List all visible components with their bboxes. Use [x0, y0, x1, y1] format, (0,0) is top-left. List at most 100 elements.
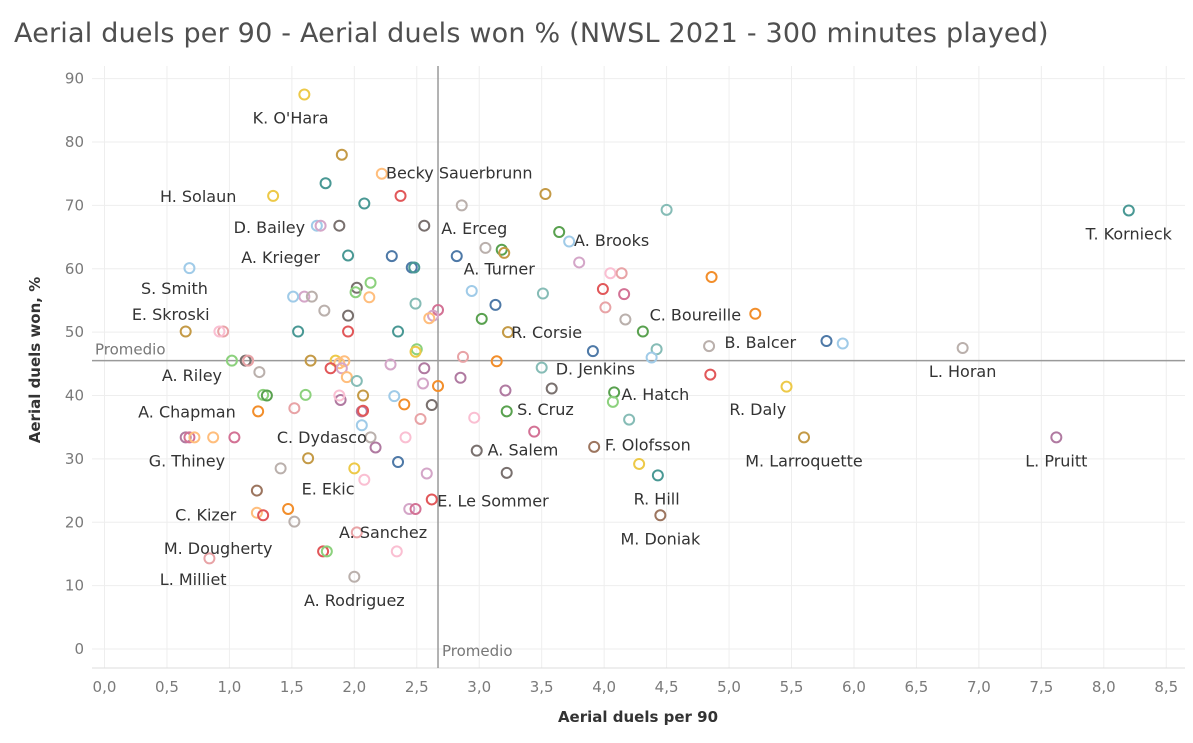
data-point[interactable] [479, 241, 492, 254]
data-point[interactable] [455, 199, 468, 212]
data-point[interactable] [213, 325, 226, 338]
data-point[interactable] [495, 243, 508, 256]
data-point[interactable] [528, 425, 541, 438]
data-point[interactable] [490, 355, 503, 368]
data-point[interactable] [358, 197, 371, 210]
data-point[interactable] [342, 325, 355, 338]
data-point[interactable] [333, 219, 346, 232]
data-point[interactable] [333, 389, 346, 402]
data-point[interactable] [475, 312, 488, 325]
data-point[interactable] [364, 276, 377, 289]
data-point[interactable] [302, 452, 315, 465]
data-point[interactable] [317, 545, 330, 558]
data-point[interactable] [705, 271, 718, 284]
data-point[interactable] [599, 301, 612, 314]
data-point[interactable] [489, 298, 502, 311]
data-point[interactable] [335, 362, 348, 375]
data-point[interactable] [288, 402, 301, 415]
data-point[interactable] [1050, 431, 1063, 444]
data-point[interactable] [314, 219, 327, 232]
data-point[interactable] [357, 404, 370, 417]
data-point[interactable] [292, 325, 305, 338]
data-point[interactable] [179, 431, 192, 444]
data-point[interactable] [432, 380, 445, 393]
data-point[interactable] [398, 398, 411, 411]
data-point[interactable] [320, 545, 333, 558]
data-point[interactable] [287, 290, 300, 303]
data-point[interactable] [1122, 204, 1135, 217]
data-point[interactable] [403, 502, 416, 515]
data-point[interactable] [183, 431, 196, 444]
data-point[interactable] [250, 484, 263, 497]
data-point[interactable] [207, 431, 220, 444]
data-point[interactable] [606, 395, 619, 408]
data-point[interactable] [500, 466, 513, 479]
data-point[interactable] [392, 325, 405, 338]
data-point[interactable] [417, 377, 430, 390]
data-point[interactable] [342, 309, 355, 322]
data-point[interactable] [596, 283, 609, 296]
data-point[interactable] [250, 506, 263, 519]
data-point[interactable] [188, 431, 201, 444]
data-point[interactable] [780, 380, 793, 393]
data-point[interactable] [299, 388, 312, 401]
data-point[interactable] [820, 335, 833, 348]
data-point[interactable] [399, 431, 412, 444]
data-point[interactable] [364, 431, 377, 444]
data-point[interactable] [358, 473, 371, 486]
data-point[interactable] [956, 341, 969, 354]
data-point[interactable] [340, 371, 353, 384]
data-point[interactable] [409, 345, 422, 358]
data-point[interactable] [535, 361, 548, 374]
data-point[interactable] [418, 219, 431, 232]
data-point[interactable] [749, 307, 762, 320]
data-point[interactable] [704, 368, 717, 381]
data-point[interactable] [418, 362, 431, 375]
data-point[interactable] [342, 249, 355, 262]
data-point[interactable] [203, 552, 216, 565]
data-point[interactable] [633, 457, 646, 470]
data-point[interactable] [252, 405, 265, 418]
data-point[interactable] [318, 304, 331, 317]
data-point[interactable] [618, 288, 631, 301]
data-point[interactable] [454, 371, 467, 384]
data-point[interactable] [456, 350, 469, 363]
data-point[interactable] [623, 413, 636, 426]
data-point[interactable] [604, 267, 617, 280]
data-point[interactable] [384, 358, 397, 371]
data-point[interactable] [499, 384, 512, 397]
data-point[interactable] [305, 290, 318, 303]
data-point[interactable] [394, 189, 407, 202]
data-point[interactable] [179, 325, 192, 338]
data-point[interactable] [225, 354, 238, 367]
data-point[interactable] [390, 545, 403, 558]
data-point[interactable] [500, 405, 513, 418]
data-point[interactable] [651, 469, 664, 482]
data-point[interactable] [357, 389, 370, 402]
data-point[interactable] [573, 256, 586, 269]
data-point[interactable] [409, 502, 422, 515]
data-point[interactable] [369, 441, 382, 454]
data-point[interactable] [260, 389, 273, 402]
data-point[interactable] [324, 362, 337, 375]
data-point[interactable] [536, 287, 549, 300]
data-point[interactable] [348, 570, 361, 583]
data-point[interactable] [420, 467, 433, 480]
data-point[interactable] [588, 440, 601, 453]
data-point[interactable] [348, 462, 361, 475]
data-point[interactable] [350, 526, 363, 539]
data-point[interactable] [298, 88, 311, 101]
data-point[interactable] [392, 456, 405, 469]
data-point[interactable] [242, 354, 255, 367]
data-point[interactable] [553, 226, 566, 239]
data-point[interactable] [798, 431, 811, 444]
data-point[interactable] [636, 325, 649, 338]
data-point[interactable] [425, 399, 438, 412]
data-point[interactable] [619, 313, 632, 326]
data-point[interactable] [414, 412, 427, 425]
data-point[interactable] [304, 354, 317, 367]
data-point[interactable] [425, 493, 438, 506]
data-point[interactable] [468, 411, 481, 424]
data-point[interactable] [253, 366, 266, 379]
data-point[interactable] [217, 325, 230, 338]
